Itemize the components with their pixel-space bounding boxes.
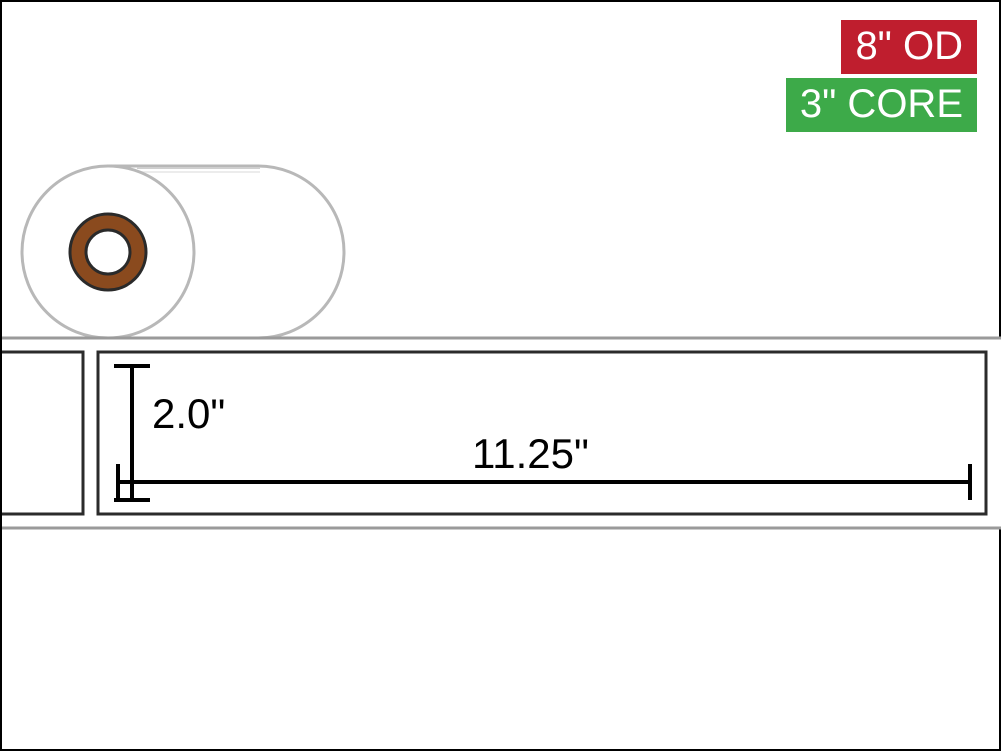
roll: [22, 166, 344, 338]
height-dimension-text: 2.0": [152, 390, 225, 438]
label-partial: [2, 352, 83, 514]
label-roll-diagram: [2, 2, 1001, 753]
width-dimension-text: 11.25": [472, 430, 589, 478]
roll-core-inner: [86, 230, 130, 274]
